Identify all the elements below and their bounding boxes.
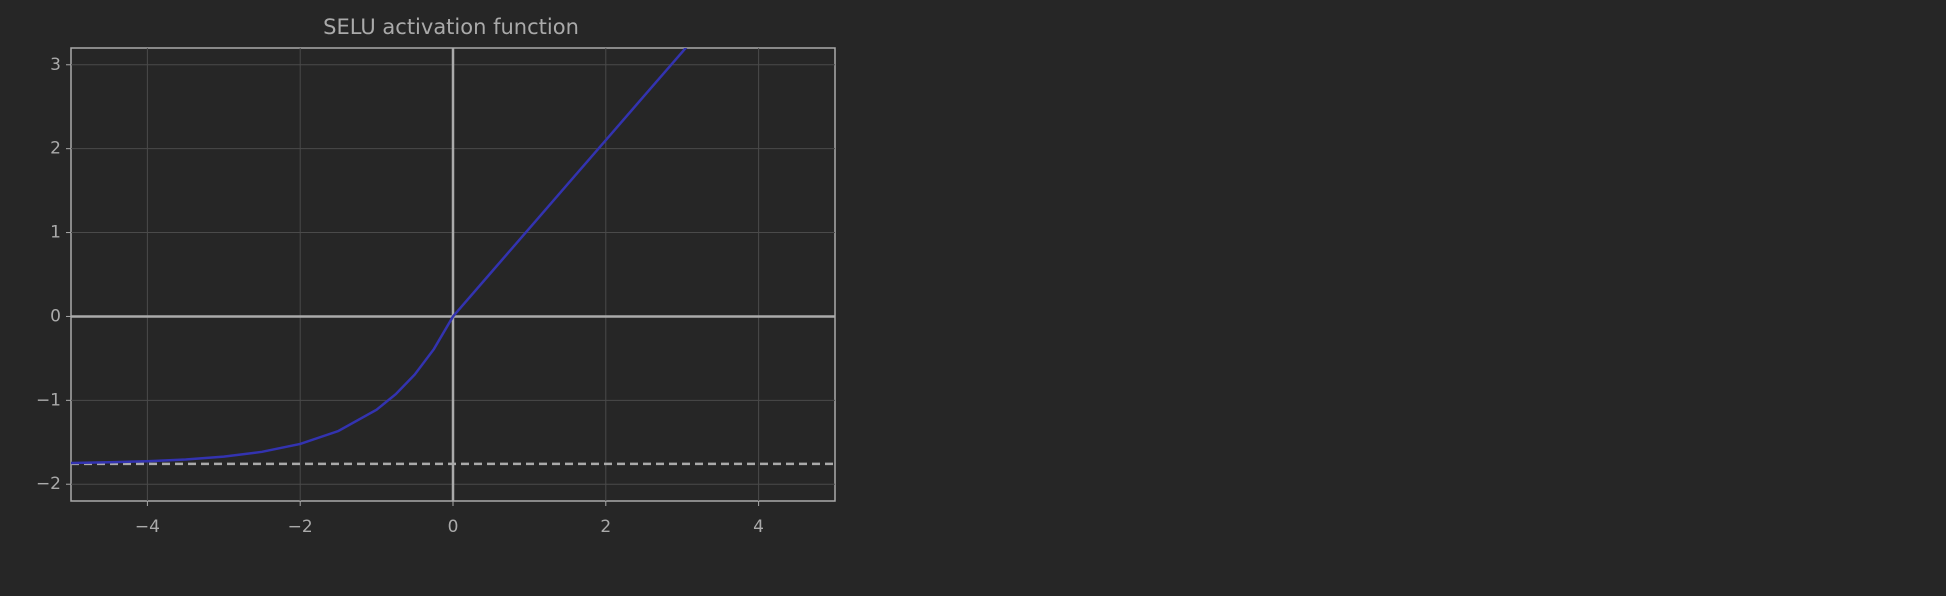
- chart-title: SELU activation function: [323, 15, 579, 39]
- data-line: [71, 48, 688, 465]
- x-tick-label: −2: [288, 517, 313, 537]
- y-tick-label: −1: [36, 390, 61, 410]
- x-tick-label: 4: [753, 517, 764, 537]
- y-tick-label: 3: [50, 55, 61, 75]
- y-tick-label: 2: [50, 139, 61, 159]
- y-tick-label: 0: [50, 306, 61, 326]
- x-tick-label: 2: [600, 517, 611, 537]
- x-tick-label: 0: [448, 517, 459, 537]
- y-tick-label: 1: [50, 223, 61, 243]
- y-tick-label: −2: [36, 474, 61, 494]
- x-tick-label: −4: [135, 517, 160, 537]
